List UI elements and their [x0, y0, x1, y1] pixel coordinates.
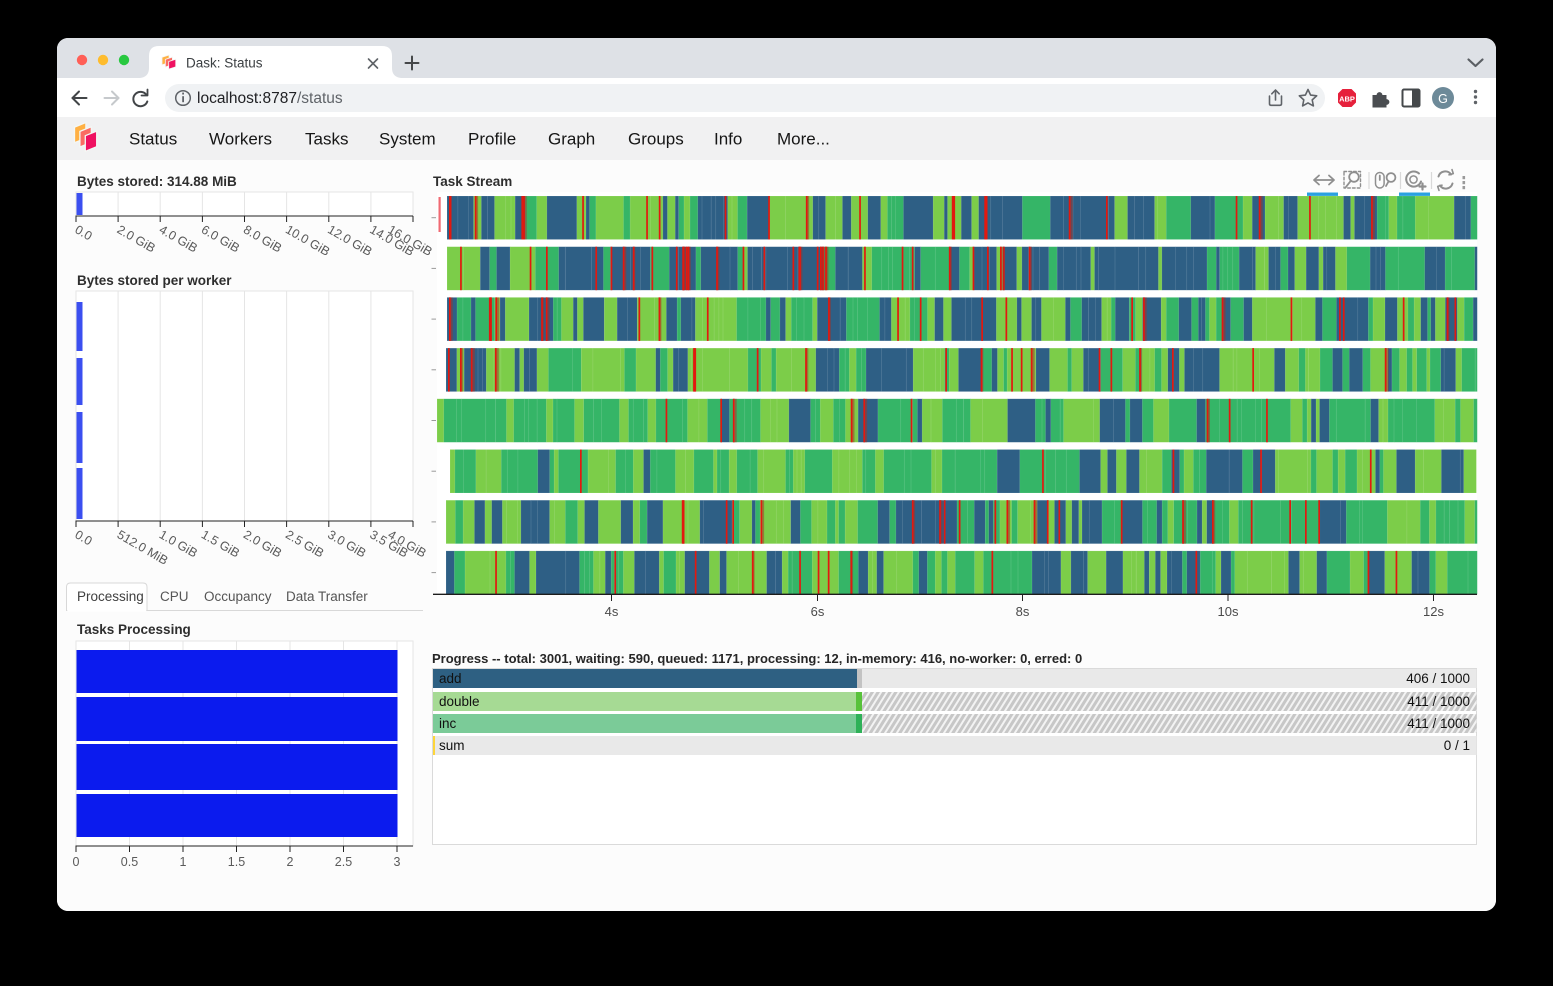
svg-text:1.5: 1.5	[228, 855, 245, 869]
svg-text:Workers: Workers	[209, 130, 272, 149]
svg-text:8s: 8s	[1016, 604, 1030, 619]
svg-text:2.5: 2.5	[335, 855, 352, 869]
svg-text:Occupancy: Occupancy	[204, 589, 272, 604]
svg-text:ABP: ABP	[1339, 95, 1355, 104]
svg-text:Progress -- total: 3001, waiti: Progress -- total: 3001, waiting: 590, q…	[432, 651, 1082, 666]
svg-text:add: add	[439, 671, 462, 686]
svg-text:10s: 10s	[1218, 604, 1239, 619]
svg-text:Profile: Profile	[468, 130, 516, 149]
svg-text:Groups: Groups	[628, 130, 684, 149]
svg-text:3: 3	[394, 855, 401, 869]
svg-text:Bytes stored per worker: Bytes stored per worker	[77, 273, 232, 288]
svg-text:Tasks Processing: Tasks Processing	[77, 622, 191, 637]
svg-text:411 / 1000: 411 / 1000	[1407, 694, 1470, 709]
svg-text:sum: sum	[439, 738, 465, 753]
svg-text:System: System	[379, 130, 436, 149]
svg-text:4s: 4s	[605, 604, 619, 619]
svg-text:12s: 12s	[1423, 604, 1444, 619]
svg-text:Processing: Processing	[77, 589, 144, 604]
svg-text:CPU: CPU	[160, 589, 189, 604]
svg-text:2: 2	[287, 855, 294, 869]
svg-text:0.5: 0.5	[121, 855, 138, 869]
svg-text:1: 1	[180, 855, 187, 869]
svg-text:411 / 1000: 411 / 1000	[1407, 716, 1470, 731]
svg-text:Info: Info	[714, 130, 742, 149]
svg-text:Graph: Graph	[548, 130, 595, 149]
svg-text:More...: More...	[777, 130, 830, 149]
svg-text:0 / 1: 0 / 1	[1444, 738, 1470, 753]
svg-text:double: double	[439, 694, 480, 709]
svg-text:Bytes stored: 314.88 MiB: Bytes stored: 314.88 MiB	[77, 174, 237, 189]
svg-text:Task Stream: Task Stream	[433, 174, 512, 189]
svg-text:localhost:8787/status: localhost:8787/status	[197, 90, 343, 107]
svg-text:inc: inc	[439, 716, 457, 731]
svg-text:Status: Status	[129, 130, 177, 149]
svg-text:6s: 6s	[811, 604, 825, 619]
svg-text:406 / 1000: 406 / 1000	[1406, 671, 1470, 686]
svg-text:Data Transfer: Data Transfer	[286, 589, 368, 604]
svg-text:G: G	[1438, 92, 1448, 106]
svg-text:0: 0	[73, 855, 80, 869]
svg-text:Tasks: Tasks	[305, 130, 348, 149]
svg-text:Dask: Status: Dask: Status	[186, 56, 263, 71]
